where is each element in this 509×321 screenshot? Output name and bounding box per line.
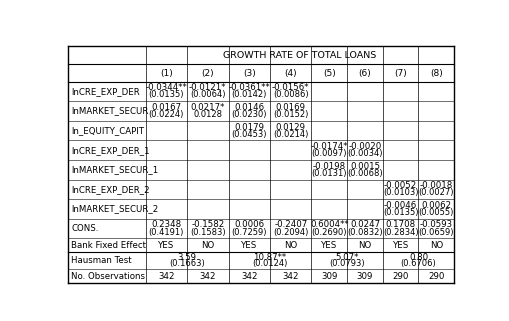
Text: (4): (4) bbox=[285, 68, 297, 77]
Text: lnCRE_EXP_DER: lnCRE_EXP_DER bbox=[71, 87, 140, 96]
Text: 290: 290 bbox=[428, 272, 444, 281]
Text: YES: YES bbox=[392, 241, 409, 250]
Text: -0.0361**: -0.0361** bbox=[229, 83, 270, 92]
Text: -0.0020: -0.0020 bbox=[348, 142, 382, 151]
Text: -0.0046: -0.0046 bbox=[384, 201, 417, 210]
Text: 0.0129: 0.0129 bbox=[276, 123, 306, 132]
Text: (8): (8) bbox=[430, 68, 443, 77]
Text: -0.0018: -0.0018 bbox=[420, 181, 453, 190]
Text: 342: 342 bbox=[241, 272, 258, 281]
Text: 0.0167: 0.0167 bbox=[151, 103, 181, 112]
Text: (0.0064): (0.0064) bbox=[190, 91, 225, 100]
Text: (0.2690): (0.2690) bbox=[312, 228, 347, 237]
Text: 0.0015: 0.0015 bbox=[350, 162, 380, 171]
Text: 309: 309 bbox=[357, 272, 373, 281]
Text: 342: 342 bbox=[282, 272, 299, 281]
Text: 309: 309 bbox=[321, 272, 337, 281]
Text: (0.0135): (0.0135) bbox=[149, 91, 184, 100]
Text: (0.0034): (0.0034) bbox=[347, 149, 383, 158]
Text: No. Observations: No. Observations bbox=[71, 272, 146, 281]
Text: NO: NO bbox=[358, 241, 372, 250]
Text: 0.0146: 0.0146 bbox=[234, 103, 264, 112]
Text: lnMARKET_SECUR_1: lnMARKET_SECUR_1 bbox=[71, 165, 159, 174]
Text: 10.87**: 10.87** bbox=[253, 253, 287, 262]
Text: -0.0156*: -0.0156* bbox=[272, 83, 309, 92]
Text: -0.0593: -0.0593 bbox=[420, 221, 453, 230]
Text: Bank Fixed Effect: Bank Fixed Effect bbox=[71, 241, 147, 250]
Text: (0.0027): (0.0027) bbox=[418, 188, 454, 197]
Text: 0.80: 0.80 bbox=[409, 253, 428, 262]
Text: (0.0097): (0.0097) bbox=[312, 149, 347, 158]
Text: lnMARKET_SECUR: lnMARKET_SECUR bbox=[71, 107, 149, 116]
Text: (6): (6) bbox=[359, 68, 372, 77]
Text: -0.0198: -0.0198 bbox=[313, 162, 346, 171]
Text: NO: NO bbox=[201, 241, 214, 250]
Text: 290: 290 bbox=[392, 272, 409, 281]
Text: 0.1708: 0.1708 bbox=[386, 221, 416, 230]
Text: (0.1663): (0.1663) bbox=[169, 259, 205, 268]
Text: Hausman Test: Hausman Test bbox=[71, 256, 132, 265]
Text: (2): (2) bbox=[202, 68, 214, 77]
Text: 342: 342 bbox=[200, 272, 216, 281]
Text: 0.0217*: 0.0217* bbox=[190, 103, 225, 112]
Text: (0.0068): (0.0068) bbox=[347, 169, 383, 178]
Text: -0.0121*: -0.0121* bbox=[189, 83, 227, 92]
Text: lnCRE_EXP_DER_2: lnCRE_EXP_DER_2 bbox=[71, 185, 150, 194]
Text: (1): (1) bbox=[160, 68, 173, 77]
Text: (0.0224): (0.0224) bbox=[149, 110, 184, 119]
Text: YES: YES bbox=[158, 241, 175, 250]
Text: lnCRE_EXP_DER_1: lnCRE_EXP_DER_1 bbox=[71, 146, 150, 155]
Text: GROWTH RATE OF TOTAL LOANS: GROWTH RATE OF TOTAL LOANS bbox=[223, 51, 377, 60]
Text: CONS.: CONS. bbox=[71, 224, 99, 233]
Text: (7): (7) bbox=[394, 68, 407, 77]
Text: (5): (5) bbox=[323, 68, 335, 77]
Text: 342: 342 bbox=[158, 272, 175, 281]
Text: -0.0344**: -0.0344** bbox=[146, 83, 187, 92]
Text: (0.0453): (0.0453) bbox=[232, 130, 267, 139]
Text: (0.2834): (0.2834) bbox=[383, 228, 418, 237]
Text: 0.0179: 0.0179 bbox=[234, 123, 264, 132]
Text: (0.1583): (0.1583) bbox=[190, 228, 225, 237]
Text: -0.0052: -0.0052 bbox=[384, 181, 417, 190]
Text: (0.0055): (0.0055) bbox=[418, 208, 454, 217]
Text: 0.0169: 0.0169 bbox=[276, 103, 306, 112]
Text: 0.2348: 0.2348 bbox=[151, 221, 181, 230]
Text: (0.4191): (0.4191) bbox=[149, 228, 184, 237]
Text: (0.2094): (0.2094) bbox=[273, 228, 308, 237]
Text: 3.59: 3.59 bbox=[178, 253, 196, 262]
Text: ln_EQUITY_CAPIT: ln_EQUITY_CAPIT bbox=[71, 126, 145, 135]
Text: NO: NO bbox=[430, 241, 443, 250]
Text: (0.7259): (0.7259) bbox=[232, 228, 267, 237]
Text: (0.0793): (0.0793) bbox=[329, 259, 365, 268]
Text: (0.0103): (0.0103) bbox=[383, 188, 418, 197]
Text: (0.0142): (0.0142) bbox=[232, 91, 267, 100]
Text: (3): (3) bbox=[243, 68, 256, 77]
Text: 0.6004**: 0.6004** bbox=[310, 221, 349, 230]
Text: (0.0214): (0.0214) bbox=[273, 130, 308, 139]
Text: -0.2407: -0.2407 bbox=[274, 221, 307, 230]
Text: (0.6706): (0.6706) bbox=[401, 259, 436, 268]
Text: -0.1582: -0.1582 bbox=[191, 221, 224, 230]
Text: 0.0062: 0.0062 bbox=[421, 201, 451, 210]
Text: (0.0124): (0.0124) bbox=[252, 259, 288, 268]
Text: 5.07*: 5.07* bbox=[335, 253, 359, 262]
Text: (0.0086): (0.0086) bbox=[273, 91, 308, 100]
Text: (0.0131): (0.0131) bbox=[312, 169, 347, 178]
Text: (0.0659): (0.0659) bbox=[418, 228, 454, 237]
Text: (0.0832): (0.0832) bbox=[347, 228, 383, 237]
Text: (0.0135): (0.0135) bbox=[383, 208, 418, 217]
Text: 0.0247: 0.0247 bbox=[350, 221, 380, 230]
Text: (0.0230): (0.0230) bbox=[232, 110, 267, 119]
Text: (0.0152): (0.0152) bbox=[273, 110, 308, 119]
Text: 0.0006: 0.0006 bbox=[234, 221, 264, 230]
Text: YES: YES bbox=[321, 241, 337, 250]
Text: 0.0128: 0.0128 bbox=[193, 110, 222, 119]
Text: NO: NO bbox=[284, 241, 297, 250]
Text: -0.0174*: -0.0174* bbox=[310, 142, 348, 151]
Text: YES: YES bbox=[241, 241, 258, 250]
Text: lnMARKET_SECUR_2: lnMARKET_SECUR_2 bbox=[71, 204, 159, 213]
